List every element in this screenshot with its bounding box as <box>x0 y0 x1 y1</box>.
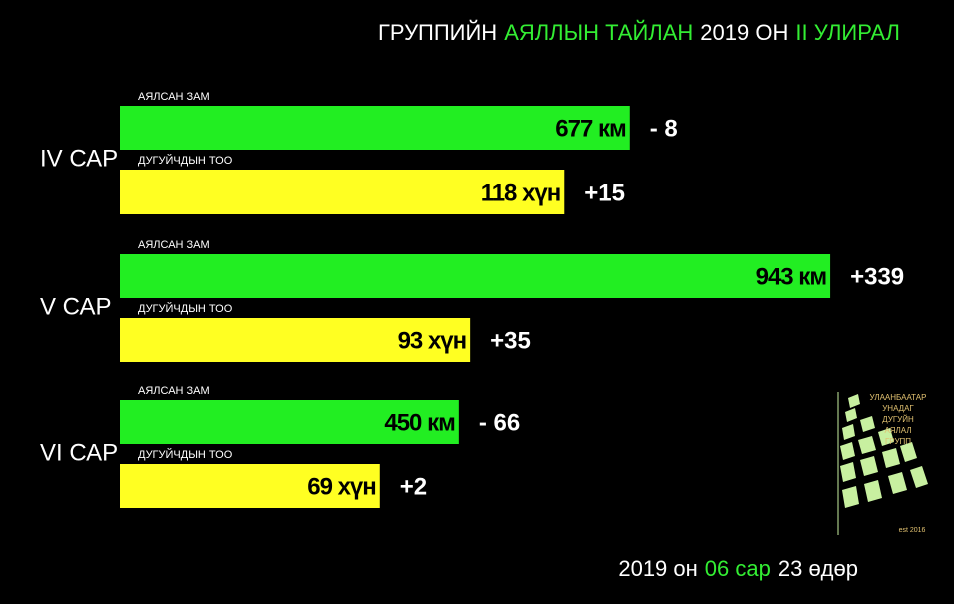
series-label: АЯЛСАН ЗАМ <box>138 385 210 397</box>
date-part: 2019 он <box>618 556 697 581</box>
series-label: АЯЛСАН ЗАМ <box>138 91 210 103</box>
date-part: 06 сар <box>705 556 771 581</box>
logo-shapes <box>840 394 928 508</box>
bar <box>120 106 630 150</box>
date: 2019 он 06 сар 23 өдөр <box>618 556 858 581</box>
value-label: 118 хүн <box>481 179 561 206</box>
category-label: V САР <box>40 293 112 320</box>
logo-text: УНАДАГ <box>882 404 914 413</box>
logo-text: УЛААНБААТАР <box>870 393 927 402</box>
value-label: 677 км <box>555 115 626 142</box>
bar <box>120 318 471 362</box>
logo-note: est 2016 <box>899 527 926 534</box>
bar <box>120 464 380 508</box>
title-part: II УЛИРАЛ <box>795 20 900 45</box>
change-label: - 66 <box>479 409 520 436</box>
change-label: - 8 <box>650 115 678 142</box>
logo-text: ДУГУЙН <box>882 415 914 424</box>
value-label: 93 хүн <box>398 327 467 354</box>
logo <box>837 392 928 535</box>
value-label: 943 км <box>756 263 827 290</box>
category-label: VI САР <box>40 439 118 466</box>
series-label: ДУГУЙЧДЫН ТОО <box>138 448 233 461</box>
chart-title: ГРУППИЙН АЯЛЛЫН ТАЙЛАН 2019 ОН II УЛИРАЛ <box>378 20 900 45</box>
value-label: 69 хүн <box>307 473 376 500</box>
value-label: 450 км <box>384 409 455 436</box>
change-label: +339 <box>850 263 904 290</box>
logo-text: ГРУПП <box>885 437 911 446</box>
date-part: 23 өдөр <box>778 556 858 581</box>
title-part: АЯЛЛЫН ТАЙЛАН <box>504 20 693 45</box>
title-part: ГРУППИЙН <box>378 20 497 45</box>
change-label: +35 <box>490 327 531 354</box>
title-part: 2019 ОН <box>700 20 788 45</box>
series-label: ДУГУЙЧДЫН ТОО <box>138 302 233 315</box>
series-label: ДУГУЙЧДЫН ТОО <box>138 154 233 167</box>
logo-text: АЯЛАЛ <box>884 426 911 435</box>
bar <box>120 170 565 214</box>
series-label: АЯЛСАН ЗАМ <box>138 239 210 251</box>
category-label: IV САР <box>40 145 118 172</box>
bar <box>120 400 459 444</box>
bar <box>120 254 831 298</box>
change-label: +15 <box>584 179 625 206</box>
change-label: +2 <box>400 473 427 500</box>
